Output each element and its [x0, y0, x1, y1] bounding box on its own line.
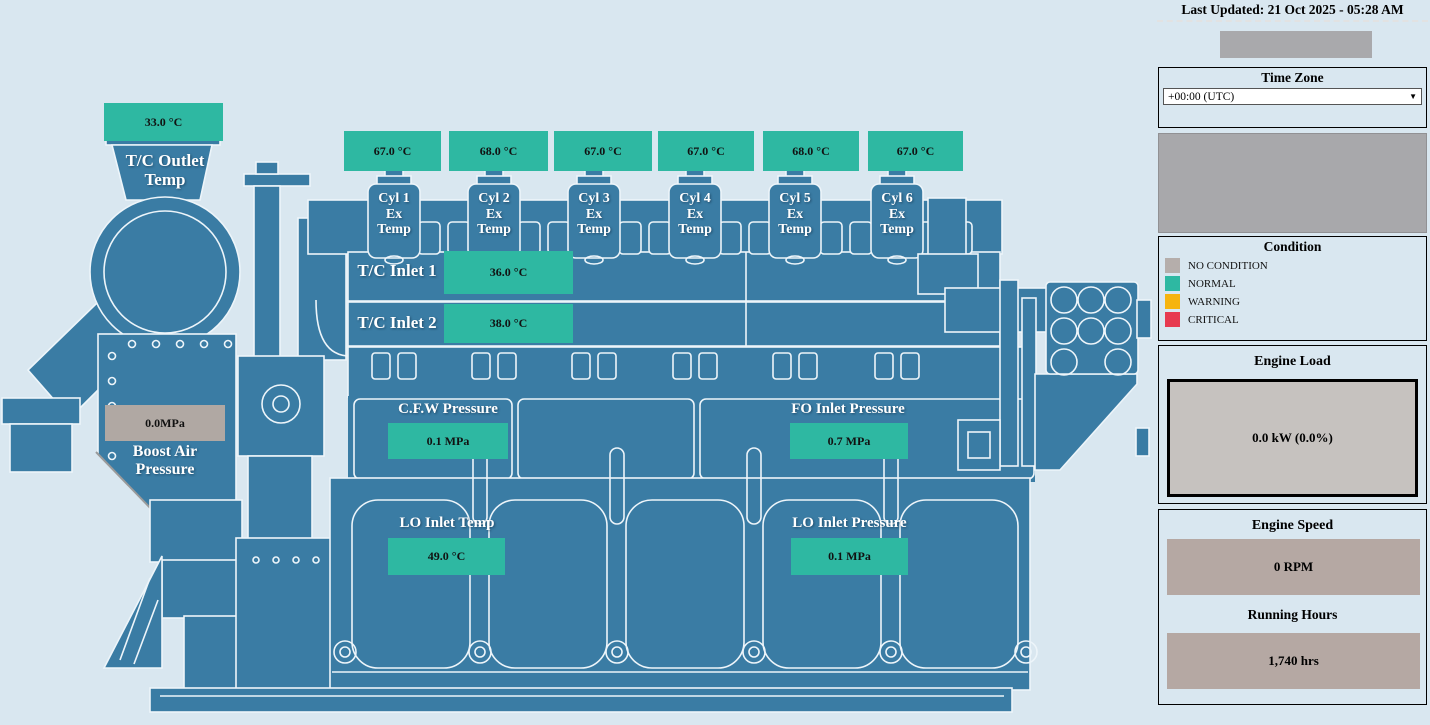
fo-inlet-pressure-badge: 0.7 MPa — [790, 423, 908, 459]
time-zone-select[interactable]: +00:00 (UTC) ▼ — [1163, 88, 1422, 105]
sidebar: Last Updated: 21 Oct 2025 - 05:28 AM Tim… — [1157, 0, 1428, 725]
condition-panel: Condition NO CONDITION NORMAL WARNING CR… — [1158, 236, 1427, 341]
cyl5-ex-temp-badge: 68.0 °C — [763, 131, 859, 171]
condition-title: Condition — [1263, 239, 1322, 254]
tc-inlet-2-label: T/C Inlet 2 — [357, 313, 437, 332]
engine-load-title: Engine Load — [1254, 354, 1331, 369]
chevron-down-icon: ▼ — [1409, 91, 1417, 101]
cyl2-ex-temp-badge: 68.0 °C — [449, 131, 548, 171]
legend-row: NORMAL — [1165, 276, 1426, 291]
cyl6-ex-temp-badge: 67.0 °C — [868, 131, 963, 171]
tc-outlet-temp-label: T/C Outlet Temp — [125, 151, 205, 190]
cyl2-label: Cyl 2 Ex Temp — [477, 191, 511, 238]
time-zone-selected-value: +00:00 (UTC) — [1168, 90, 1235, 103]
legend-row: CRITICAL — [1165, 312, 1426, 327]
lo-inlet-pressure-label: LO Inlet Pressure — [792, 515, 907, 531]
critical-label: CRITICAL — [1188, 313, 1239, 326]
cyl3-ex-temp-badge: 67.0 °C — [554, 131, 652, 171]
normal-swatch — [1165, 276, 1180, 291]
lo-inlet-temp-label: LO Inlet Temp — [399, 515, 495, 531]
time-zone-panel: Time Zone +00:00 (UTC) ▼ — [1158, 67, 1427, 128]
cyl4-ex-temp-badge: 67.0 °C — [658, 131, 754, 171]
cfw-pressure-badge: 0.1 MPa — [388, 423, 508, 459]
no-condition-swatch — [1165, 258, 1180, 273]
engine-load-value: 0.0 kW (0.0%) — [1167, 379, 1418, 497]
cyl6-label: Cyl 6 Ex Temp — [880, 191, 914, 238]
running-hours-value: 1,740 hrs — [1167, 633, 1420, 689]
no-condition-label: NO CONDITION — [1188, 259, 1268, 272]
legend-row: NO CONDITION — [1165, 258, 1426, 273]
cyl1-label: Cyl 1 Ex Temp — [377, 191, 411, 238]
engine-speed-title: Engine Speed — [1251, 518, 1334, 533]
cyl4-label: Cyl 4 Ex Temp — [678, 191, 712, 238]
boost-air-pressure-badge: 0.0MPa — [105, 405, 225, 441]
warning-label: WARNING — [1188, 295, 1240, 308]
cyl3-label: Cyl 3 Ex Temp — [577, 191, 611, 238]
warning-swatch — [1165, 294, 1180, 309]
engine-speed-hours-panel: Engine Speed 0 RPM Running Hours 1,740 h… — [1158, 509, 1427, 705]
cfw-pressure-label: C.F.W Pressure — [398, 401, 498, 417]
critical-swatch — [1165, 312, 1180, 327]
cyl1-ex-temp-badge: 67.0 °C — [344, 131, 441, 171]
fo-inlet-pressure-label: FO Inlet Pressure — [791, 401, 905, 417]
engine-load-panel: Engine Load 0.0 kW (0.0%) — [1158, 345, 1427, 504]
legend-row: WARNING — [1165, 294, 1426, 309]
status-placeholder — [1220, 31, 1372, 58]
engine-speed-value: 0 RPM — [1167, 539, 1420, 595]
normal-label: NORMAL — [1188, 277, 1236, 290]
tc-inlet-2-badge: 38.0 °C — [444, 304, 573, 343]
time-zone-title: Time Zone — [1261, 70, 1324, 85]
last-updated-text: Last Updated: 21 Oct 2025 - 05:28 AM — [1181, 2, 1404, 17]
lo-inlet-temp-badge: 49.0 °C — [388, 538, 505, 575]
running-hours-title: Running Hours — [1247, 607, 1338, 622]
tc-inlet-1-badge: 36.0 °C — [444, 251, 573, 294]
image-placeholder — [1158, 133, 1427, 233]
lo-inlet-pressure-badge: 0.1 MPa — [791, 538, 908, 575]
separator — [1157, 20, 1428, 22]
boost-air-pressure-label: Boost Air Pressure — [132, 443, 198, 478]
tc-outlet-temp-badge: 33.0 °C — [104, 103, 223, 141]
cyl5-label: Cyl 5 Ex Temp — [778, 191, 812, 238]
tc-inlet-1-label: T/C Inlet 1 — [357, 261, 437, 280]
